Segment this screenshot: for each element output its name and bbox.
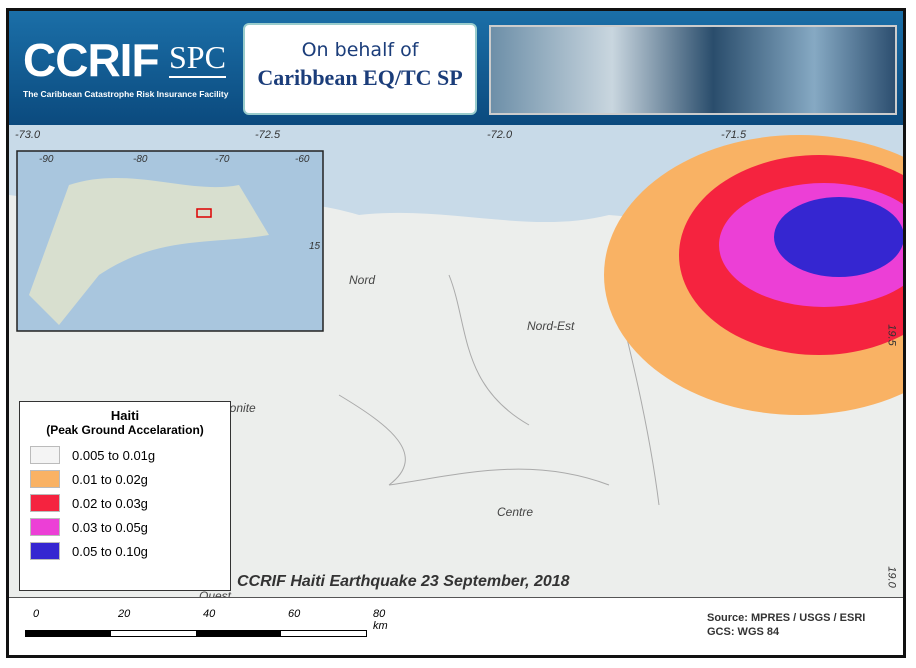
- lon-label: -72.5: [255, 129, 281, 141]
- footer: 0 20 40 60 80 km Source: MPRES / USGS / ESRI…: [9, 597, 903, 655]
- lon-label: -72.0: [487, 129, 513, 141]
- legend-label: 0.03 to 0.05g: [72, 519, 148, 535]
- logo-suffix: SPC: [169, 39, 226, 78]
- place-label: Centre: [497, 505, 534, 519]
- legend-item: 0.03 to 0.05g: [20, 515, 230, 539]
- legend: Haiti (Peak Ground Accelaration) 0.005 t…: [19, 401, 231, 591]
- logo-subtitle: The Caribbean Catastrophe Risk Insurance…: [23, 89, 229, 99]
- scale-label: 40: [203, 608, 216, 620]
- legend-item: 0.01 to 0.02g: [20, 467, 230, 491]
- scale-bar-graphic: [25, 630, 367, 637]
- place-label: Nord-Est: [527, 319, 575, 333]
- legend-swatch: [30, 542, 60, 560]
- legend-item: 0.005 to 0.01g: [20, 443, 230, 467]
- lat-label: 19.0: [885, 566, 898, 588]
- inset-label: -90: [39, 154, 54, 165]
- lon-label: -71.5: [721, 129, 747, 141]
- source: Source: MPRES / USGS / ESRI: [707, 612, 866, 624]
- legend-subtitle: (Peak Ground Accelaration): [46, 423, 204, 437]
- boundaries: [338, 264, 660, 506]
- zone-4: [774, 197, 903, 277]
- legend-swatch: [30, 446, 60, 464]
- scale-label: 20: [118, 608, 131, 620]
- logo: CCRIF: [23, 34, 160, 86]
- inset-label: 15: [309, 241, 321, 252]
- behalf-line: On behalf of: [301, 39, 419, 61]
- legend-label: 0.05 to 0.10g: [72, 543, 148, 559]
- scale-label: 0: [33, 608, 40, 620]
- map-title: CCRIF Haiti Earthquake 23 September, 201…: [237, 573, 570, 590]
- scale-label: 60: [288, 608, 301, 620]
- legend-swatch: [30, 494, 60, 512]
- inset-land: [29, 177, 269, 325]
- inset-extent: [196, 208, 212, 218]
- inset-label: -80: [133, 154, 148, 165]
- legend-item: 0.05 to 0.10g: [20, 539, 230, 563]
- header: CCRIF SPC The Caribbean Catastrophe Risk…: [9, 11, 903, 125]
- footprint: [604, 135, 903, 415]
- legend-label: 0.005 to 0.01g: [72, 447, 156, 463]
- header-photo: [489, 25, 897, 115]
- crs: GCS: WGS 84: [707, 626, 780, 638]
- inset-label: -60: [295, 154, 310, 165]
- inset-label: -70: [215, 154, 230, 165]
- legend-swatch: [30, 470, 60, 488]
- legend-swatch: [30, 518, 60, 536]
- legend-title: Haiti: [110, 408, 140, 423]
- map-page: CCRIF SPC The Caribbean Catastrophe Risk…: [6, 8, 906, 658]
- lon-label: -73.0: [15, 129, 41, 141]
- legend-label: 0.01 to 0.02g: [72, 471, 148, 487]
- behalf-name: Caribbean EQ/TC SP: [257, 65, 463, 90]
- lat-label: 19.5: [885, 324, 898, 346]
- scale-label: 80 km: [373, 608, 388, 632]
- map: [9, 125, 903, 597]
- scale-bar: 0 20 40 60 80 km: [25, 608, 388, 648]
- legend-item: 0.02 to 0.03g: [20, 491, 230, 515]
- behalf-box: On behalf of Caribbean EQ/TC SP: [243, 23, 477, 115]
- legend-label: 0.02 to 0.03g: [72, 495, 148, 511]
- place-label: Nord: [349, 273, 376, 287]
